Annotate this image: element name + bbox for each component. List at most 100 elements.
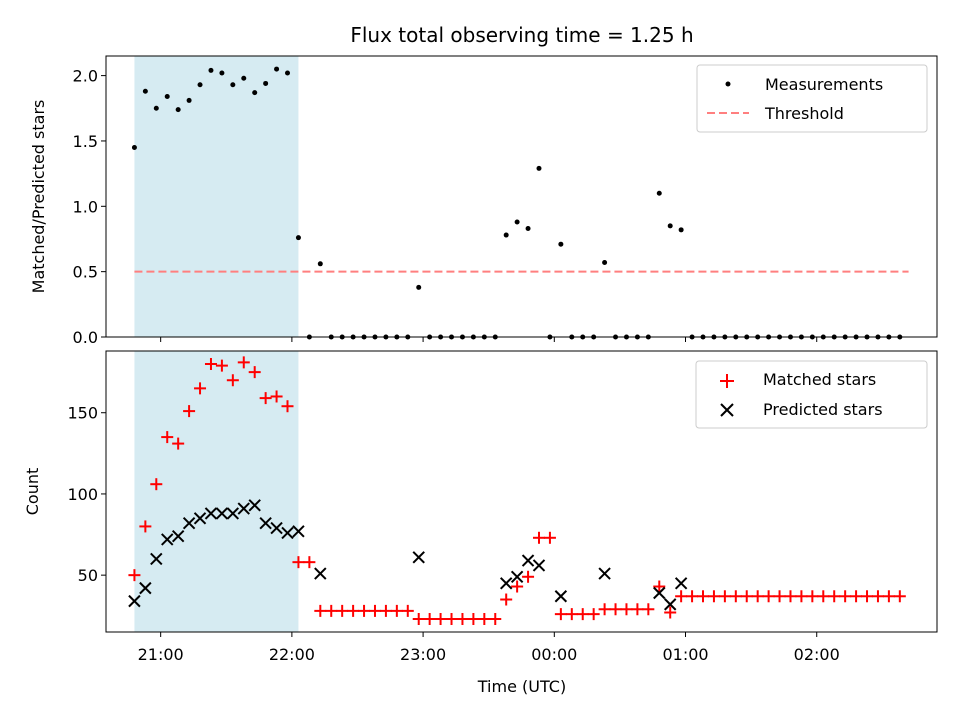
measurement-point <box>274 66 280 72</box>
matched-star-point <box>620 603 633 616</box>
matched-star-point <box>379 604 392 617</box>
matched-star-point <box>434 613 447 626</box>
matched-star-point <box>161 431 174 444</box>
matched-star-point <box>675 590 688 603</box>
matched-star-point <box>817 590 830 603</box>
top-legend: Measurements Threshold <box>696 64 928 133</box>
matched-star-point <box>762 590 775 603</box>
matched-star-point <box>489 613 502 626</box>
matched-star-point <box>172 437 185 450</box>
predicted-star-point <box>182 516 196 530</box>
matched-star-point <box>423 613 436 626</box>
matched-star-point <box>150 478 163 491</box>
measurement-point <box>514 219 520 225</box>
bottom-legend-box <box>695 360 928 429</box>
x-axis-label: Time (UTC) <box>477 677 566 696</box>
matched-star-point <box>500 593 513 606</box>
matched-star-point <box>226 374 239 387</box>
matched-star-point <box>292 556 305 569</box>
predicted-star-point <box>499 577 513 590</box>
top-panel: 0.00.51.01.52.0 Matched/Predicted stars … <box>29 55 938 347</box>
matched-star-point <box>587 608 600 621</box>
measurement-point <box>295 235 301 241</box>
predicted-star-point <box>281 526 294 540</box>
predicted-star-point <box>532 559 546 572</box>
measurement-point <box>558 241 564 247</box>
bottom-shaded-interval <box>134 351 299 632</box>
predicted-star-point <box>259 516 272 530</box>
matched-star-point <box>183 405 196 418</box>
measurement-point <box>153 105 159 111</box>
matched-star-point <box>204 357 217 370</box>
legend-measurements-marker <box>725 81 731 87</box>
matched-star-point <box>248 366 261 379</box>
matched-star-point <box>259 392 272 405</box>
matched-star-point <box>281 400 294 413</box>
predicted-star-point <box>598 567 611 580</box>
legend-measurements-label: Measurements <box>765 75 883 94</box>
matched-star-point <box>368 604 381 617</box>
bottom-legend: Matched stars Predicted stars <box>695 360 928 429</box>
measurement-point <box>536 165 542 171</box>
matched-star-point <box>871 590 884 603</box>
predicted-star-point <box>521 554 535 567</box>
top-axes-frame <box>105 55 938 338</box>
matched-star-point <box>139 520 152 533</box>
predicted-star-point <box>653 586 666 600</box>
matched-star-point <box>850 590 863 603</box>
matched-star-point <box>839 590 852 603</box>
measurement-point <box>503 232 509 238</box>
measurement-point <box>142 88 148 94</box>
matched-star-point <box>237 356 250 369</box>
x-tick-label: 23:00 <box>400 645 446 664</box>
bot-y-tick-label: 50 <box>78 566 98 585</box>
matched-star-point <box>740 590 753 603</box>
bottom-axes-frame <box>105 350 938 633</box>
matched-star-point <box>543 531 556 544</box>
matched-star-point <box>511 580 524 593</box>
matched-star-point <box>729 590 742 603</box>
legend-predicted-marker <box>720 403 734 417</box>
predicted-star-point <box>128 594 141 608</box>
measurement-point <box>656 190 662 196</box>
top-y-tick-label: 1.5 <box>73 132 98 151</box>
predicted-star-point <box>215 507 229 520</box>
predicted-star-point <box>248 499 261 512</box>
measurement-point <box>285 70 291 76</box>
matched-star-point <box>215 359 228 372</box>
top-y-ticks: 0.0 0.5 1.0 1.5 2.0 <box>73 67 106 347</box>
matched-star-point <box>707 590 720 603</box>
matched-star-point <box>565 608 578 621</box>
matched-star-point <box>806 590 819 603</box>
matched-star-point <box>893 590 906 603</box>
matched-star-point <box>194 382 207 395</box>
measurement-point <box>525 226 531 232</box>
matched-star-point <box>751 590 764 603</box>
measurement-point <box>197 82 203 88</box>
measurement-point <box>667 223 673 229</box>
predicted-star-point <box>204 507 218 520</box>
legend-predicted-label: Predicted stars <box>763 400 883 419</box>
measurement-point <box>230 82 236 88</box>
predicted-star-point <box>150 552 163 566</box>
matched-star-point <box>631 603 644 616</box>
predicted-star-point <box>314 567 327 580</box>
x-tick-label: 02:00 <box>794 645 840 664</box>
matched-star-point <box>861 590 874 603</box>
top-legend-box <box>696 64 928 133</box>
top-x-ticks <box>160 337 818 342</box>
matched-star-point <box>532 531 545 544</box>
measurement-point <box>164 94 170 100</box>
matched-star-point <box>347 604 360 617</box>
matched-star-point <box>336 604 349 617</box>
measurement-point <box>241 75 247 81</box>
predicted-stars-points <box>128 499 688 611</box>
predicted-star-point <box>292 525 305 538</box>
chart-title: Flux total observing time = 1.25 h <box>350 23 693 47</box>
matched-star-point <box>642 603 655 616</box>
matched-star-point <box>467 613 480 626</box>
measurement-point <box>186 97 192 103</box>
x-tick-label: 01:00 <box>662 645 708 664</box>
legend-matched-marker <box>720 374 734 388</box>
predicted-star-point <box>554 590 568 603</box>
